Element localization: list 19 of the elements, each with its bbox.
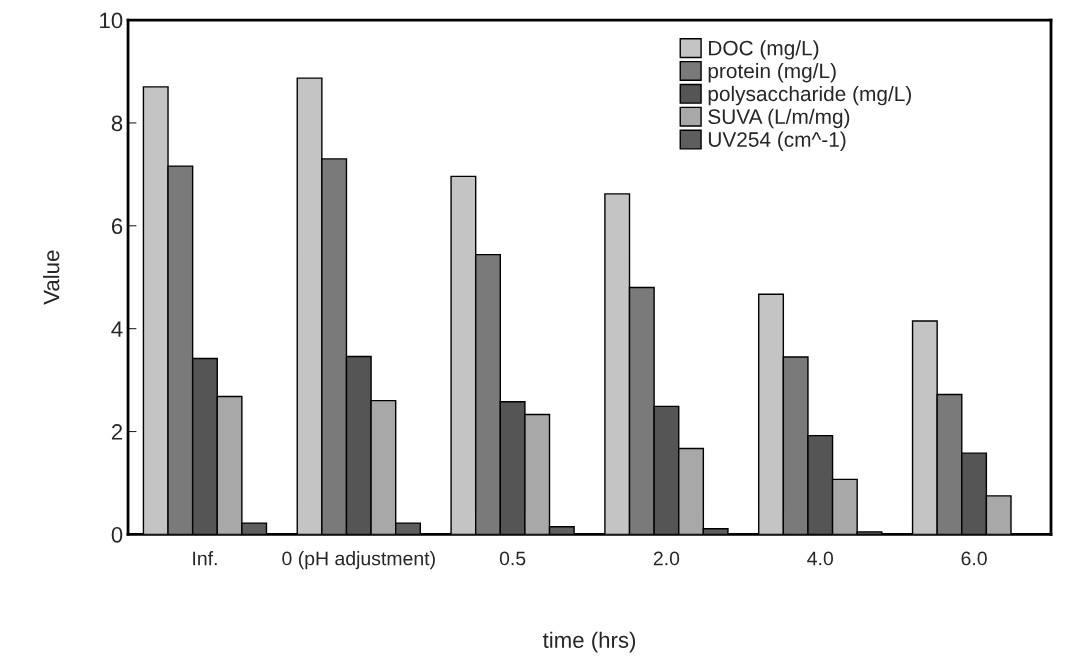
x-tick-label: 2.0 [653,551,680,566]
y-tick-label: 0 [111,526,123,543]
y-tick-label: 8 [111,115,123,132]
x-tick-label: Inf. [193,551,217,566]
legend-label: polysaccharide (mg/L) [708,85,911,106]
legend-label: DOC (mg/L) [709,40,819,60]
legend-label: UV254 (cm^-1) [708,131,846,152]
y-axis-title: Value [43,250,60,305]
y-tick-label: 4 [111,321,123,337]
y-tick-label: 6 [111,218,123,235]
legend-label: SUVA (L/m/mg) [708,108,850,129]
x-tick-label: 0.5 [499,551,526,566]
x-axis-title: time (hrs) [542,631,636,653]
y-tick-label: 2 [111,424,123,440]
legend-label: protein (mg/L) [708,63,836,83]
x-tick-label: 4.0 [807,551,834,566]
x-tick-label: 6.0 [961,551,987,566]
y-tick-label: 10 [100,12,123,29]
x-tick-label: 0 (pH adjustment) [282,551,435,570]
